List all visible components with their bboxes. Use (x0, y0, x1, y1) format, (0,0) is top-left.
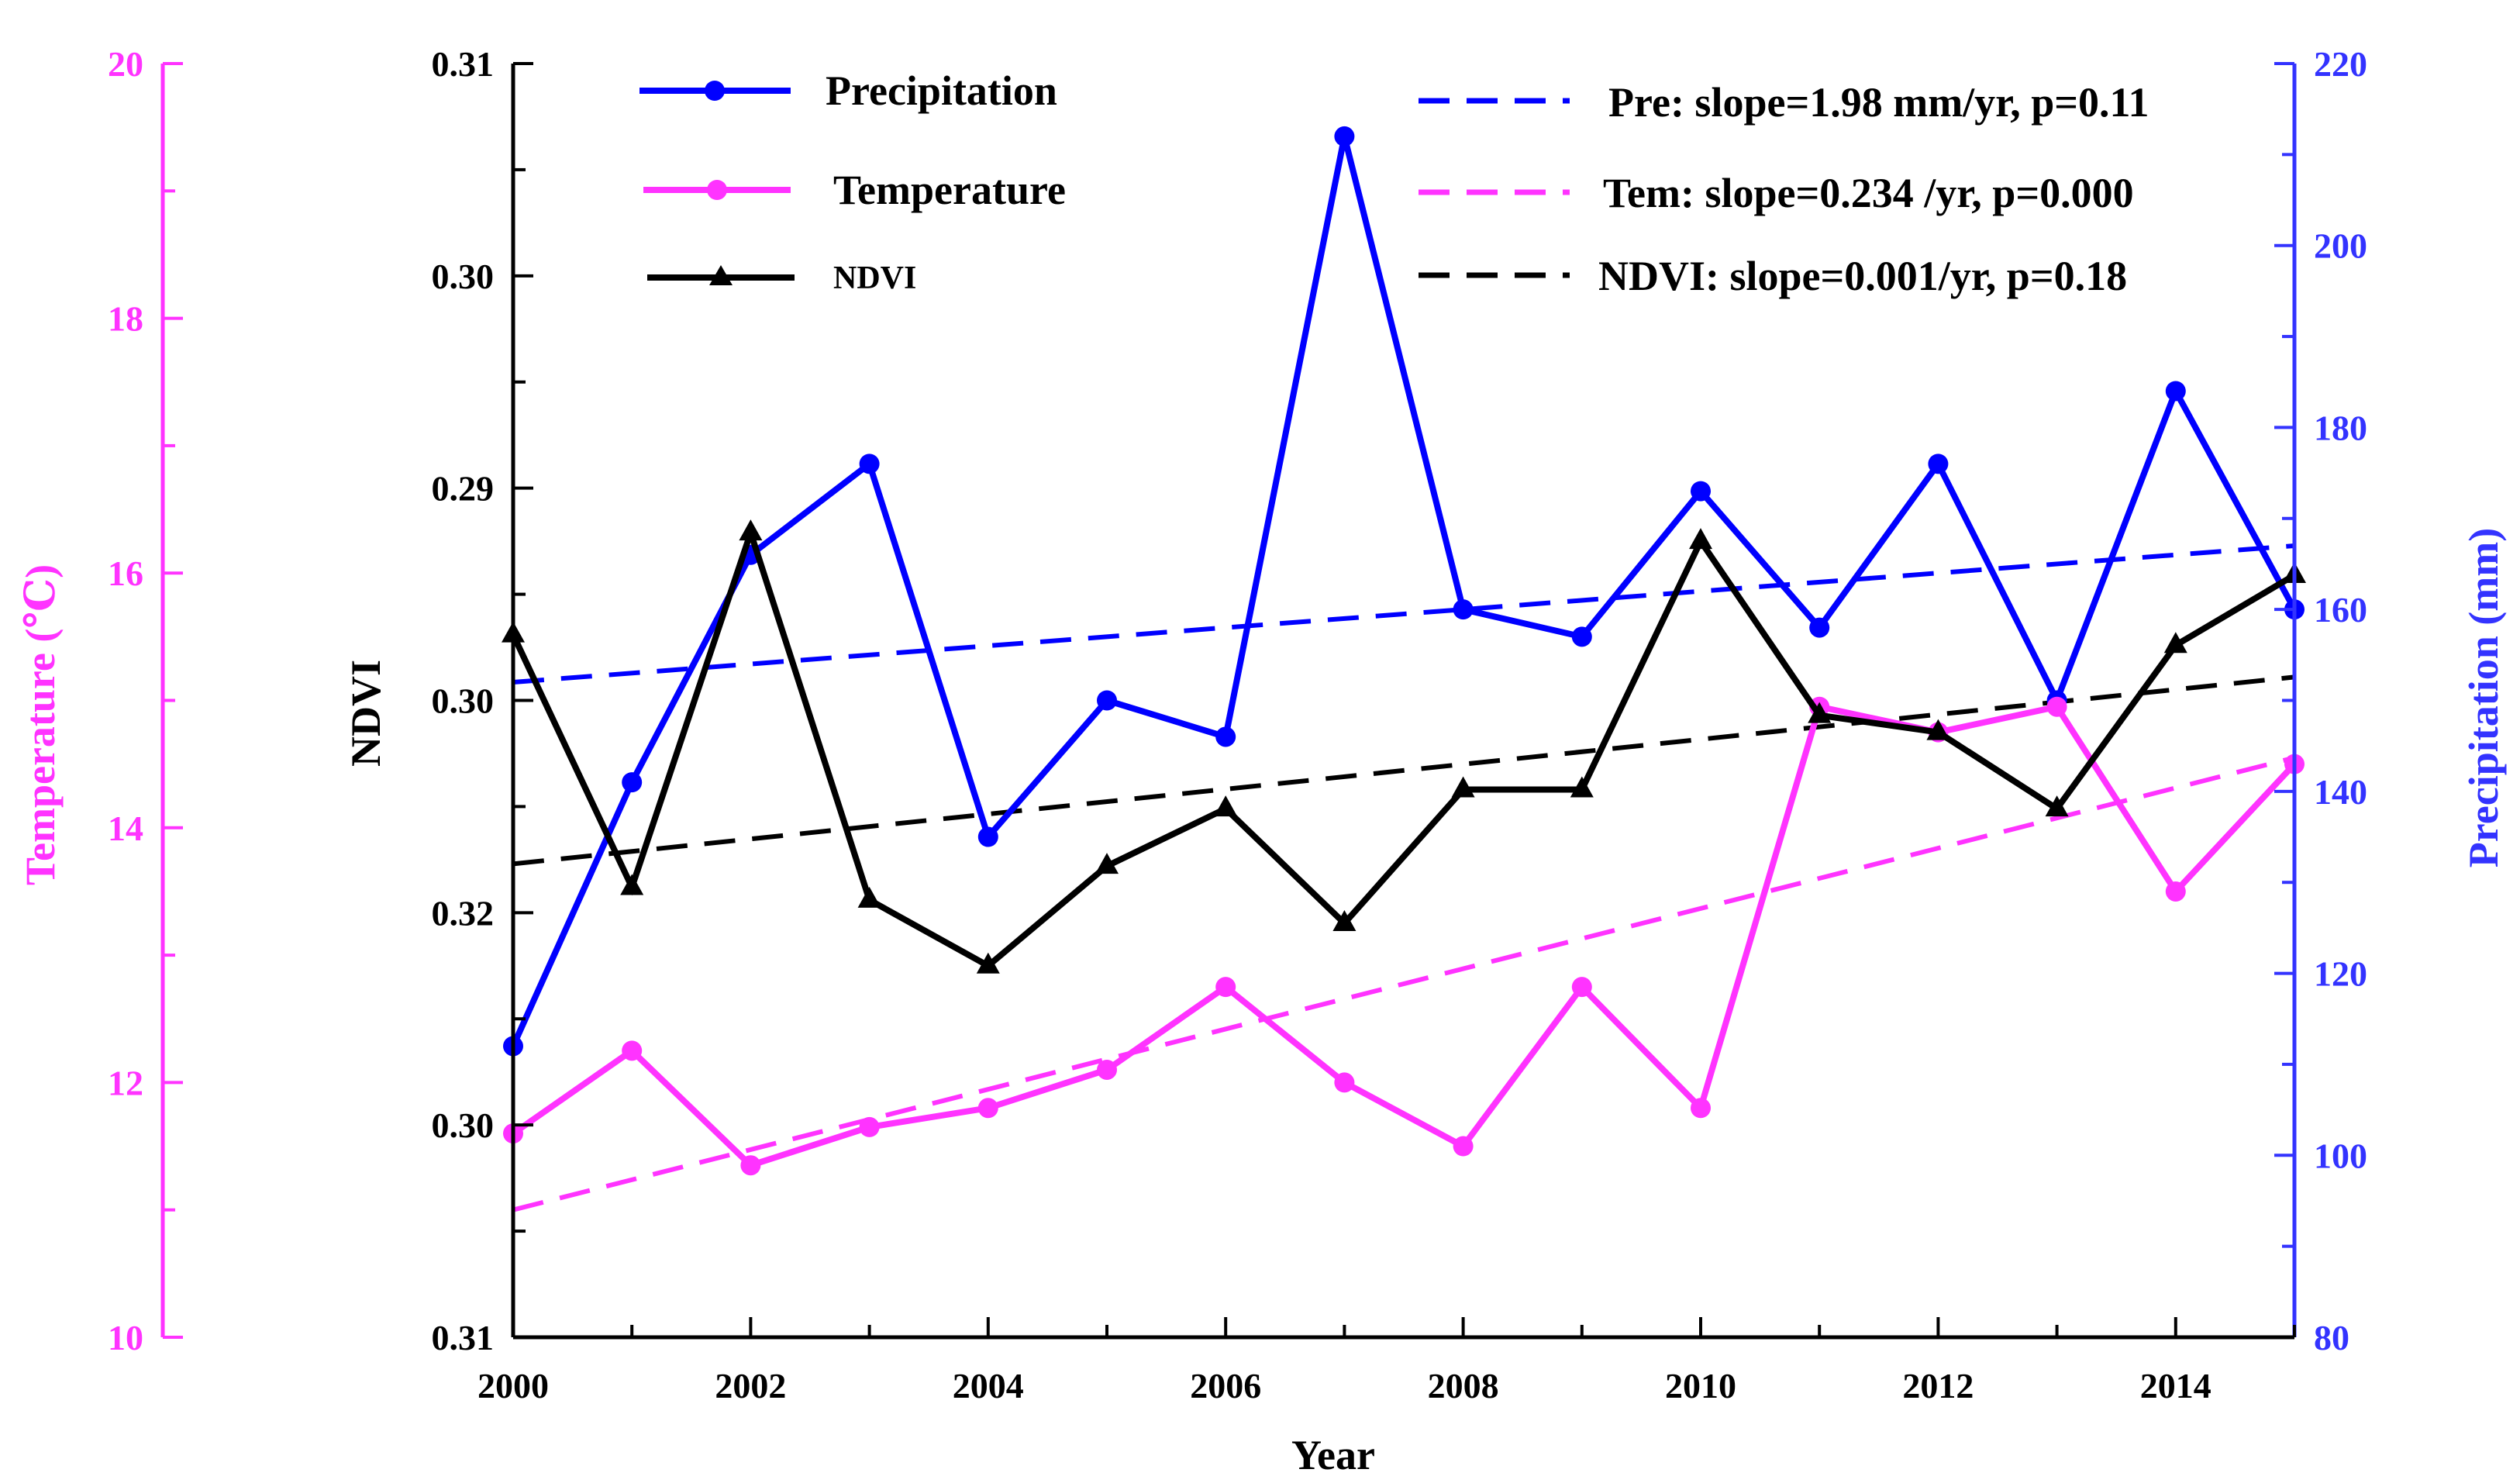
legend-item-tem-trend: Tem: slope=0.234 /yr, p=0.000 (1419, 170, 2134, 216)
temperature-tick-label: 20 (108, 44, 143, 84)
series-line-temperature (511, 703, 2297, 1169)
precipitation-tick-label: 220 (2314, 44, 2367, 84)
legend-marker-ndvi (709, 265, 733, 285)
data-point-ndvi (2163, 632, 2187, 654)
ndvi-tick-label: 0.30 (432, 681, 495, 721)
data-point-precipitation (2165, 381, 2186, 402)
temperature-tick-label: 10 (108, 1318, 143, 1357)
precipitation-tick-label: 180 (2314, 408, 2367, 447)
ndvi-tick-label: 0.32 (432, 893, 495, 933)
series-line-precipitation (510, 135, 2298, 1048)
data-point-ndvi (1689, 528, 1712, 550)
data-point-temperature (1215, 977, 1236, 998)
data-point-ndvi (2045, 795, 2069, 817)
ndvi-tick-label: 0.29 (432, 469, 495, 509)
legend-item-ndvi-trend: NDVI: slope=0.001/yr, p=0.18 (1419, 253, 2127, 299)
axes: 10 12 14 16 18 20 0.31 0.30 0.32 0.30 0.29 0.30 0.31… (108, 44, 2367, 1405)
data-point-temperature (1334, 1072, 1355, 1093)
x-axis-title: Year (1291, 1432, 1375, 1478)
data-point-temperature (1097, 1059, 1117, 1080)
legend-label-tem-trend: Tem: slope=0.234 /yr, p=0.000 (1603, 170, 2134, 216)
data-point-precipitation (1097, 690, 1117, 711)
data-point-precipitation (1928, 454, 1949, 474)
data-point-temperature (1691, 1098, 1711, 1119)
trendline-ndvi (512, 674, 2295, 867)
precipitation-tick-label: 140 (2314, 772, 2367, 812)
ndvi-tick-label: 0.30 (432, 1105, 495, 1145)
temperature-axis-title: Temperature (℃) (17, 564, 64, 885)
legend-marker-temperature (707, 180, 727, 200)
data-point-ndvi (1451, 776, 1475, 798)
ndvi-axis-title: NDVI (343, 660, 389, 767)
ndvi-tick-label: 0.31 (432, 1318, 495, 1357)
legend-label-ndvi-trend: NDVI: slope=0.001/yr, p=0.18 (1598, 253, 2127, 299)
x-tick-label: 2008 (1428, 1366, 1499, 1405)
legend-series: Precipitation Temperature NDVI (639, 67, 1066, 296)
legend-item-pre-trend: Pre: slope=1.98 mm/yr, p=0.11 (1419, 79, 2149, 126)
x-tick-label: 2014 (2140, 1366, 2211, 1405)
data-point-precipitation (1809, 617, 1830, 638)
data-point-precipitation (859, 454, 880, 474)
x-tick-label: 2006 (1190, 1366, 1261, 1405)
legend-marker-precipitation (705, 81, 725, 101)
data-point-temperature (859, 1116, 880, 1137)
ndvi-tick-label: 0.30 (432, 257, 495, 296)
legend-trendlines: Pre: slope=1.98 mm/yr, p=0.11 Tem: slope… (1419, 79, 2149, 299)
trendlines (512, 543, 2295, 1212)
legend-label-pre-trend: Pre: slope=1.98 mm/yr, p=0.11 (1608, 79, 2149, 126)
data-point-ndvi (857, 886, 881, 908)
x-tick-label: 2012 (1902, 1366, 1974, 1405)
data-point-temperature (2165, 881, 2186, 902)
data-point-ndvi (1214, 795, 1238, 817)
data-point-temperature (622, 1040, 643, 1061)
legend-item-ndvi: NDVI (647, 260, 916, 296)
x-tick-label: 2004 (953, 1366, 1024, 1405)
x-tick-label: 2010 (1665, 1366, 1736, 1405)
temperature-tick-label: 18 (108, 299, 143, 339)
data-point-precipitation (1453, 599, 1474, 620)
data-point-ndvi (1095, 853, 1119, 874)
legend-item-temperature: Temperature (643, 167, 1066, 213)
data-point-ndvi (1332, 910, 1357, 932)
data-series (502, 126, 2306, 1176)
data-point-temperature (740, 1155, 761, 1176)
temperature-tick-label: 12 (108, 1063, 143, 1102)
temperature-tick-label: 14 (108, 809, 143, 848)
series-line-ndvi (510, 522, 2297, 970)
data-point-precipitation (977, 826, 998, 847)
precipitation-tick-label: 120 (2314, 954, 2367, 994)
legend-label-ndvi: NDVI (833, 260, 916, 296)
trendline-temperature (512, 755, 2295, 1212)
temperature-tick-label: 16 (108, 554, 143, 593)
data-point-precipitation (1215, 726, 1236, 747)
data-point-temperature (1571, 977, 1592, 998)
data-point-ndvi (1570, 776, 1594, 798)
data-point-precipitation (622, 772, 643, 793)
data-point-ndvi (1926, 719, 1950, 740)
legend-label-temperature: Temperature (833, 167, 1066, 213)
precipitation-tick-label: 80 (2314, 1318, 2349, 1357)
precipitation-tick-label: 100 (2314, 1136, 2367, 1175)
data-point-precipitation (1691, 481, 1711, 502)
data-point-precipitation (1571, 626, 1592, 647)
precipitation-tick-label: 200 (2314, 226, 2367, 266)
ndvi-tick-label: 0.31 (432, 44, 495, 84)
precipitation-tick-label: 160 (2314, 590, 2367, 629)
legend-item-precipitation: Precipitation (639, 67, 1057, 114)
data-point-ndvi (976, 952, 1000, 974)
data-point-precipitation (1334, 126, 1355, 147)
data-point-ndvi (739, 519, 763, 541)
data-point-temperature (977, 1098, 998, 1119)
data-point-ndvi (620, 874, 644, 895)
data-point-temperature (1453, 1136, 1474, 1157)
precipitation-axis-title: Precipitation (mm) (2460, 528, 2507, 867)
trendline-precipitation (512, 543, 2295, 685)
legend-label-precipitation: Precipitation (826, 67, 1057, 114)
data-point-ndvi (1808, 702, 1832, 723)
data-point-temperature (2046, 696, 2067, 717)
x-tick-label: 2002 (715, 1366, 786, 1405)
x-tick-label: 2000 (477, 1366, 549, 1405)
